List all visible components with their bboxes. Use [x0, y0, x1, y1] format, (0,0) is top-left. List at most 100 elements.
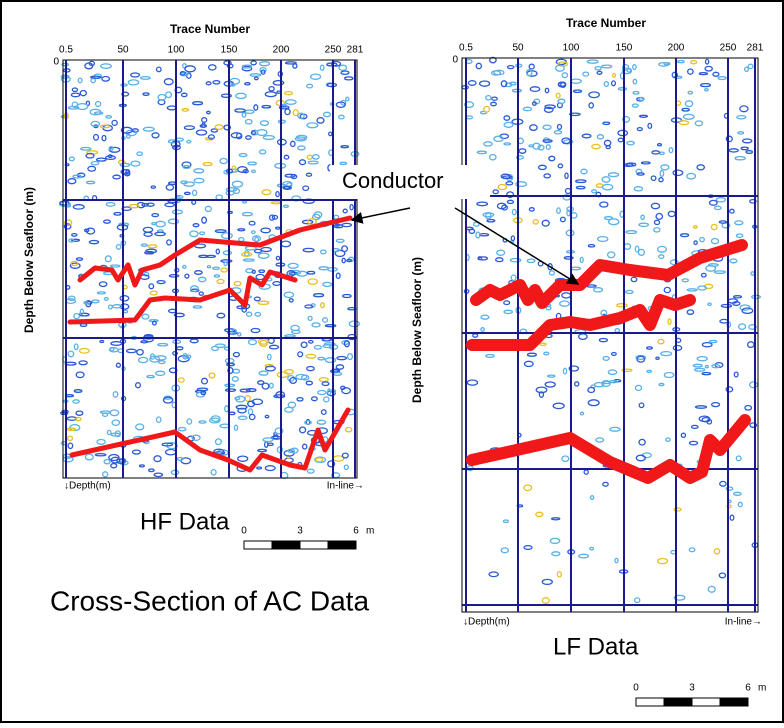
speckle	[254, 311, 262, 317]
speckle	[725, 135, 733, 143]
speckle	[718, 572, 727, 579]
speckle	[581, 133, 592, 139]
speckle	[607, 172, 620, 178]
speckle	[658, 177, 664, 183]
conductor-line	[466, 414, 751, 484]
speckle	[245, 311, 253, 317]
speckle	[257, 252, 270, 259]
speckle	[657, 338, 665, 345]
speckle	[136, 151, 143, 157]
speckle	[668, 146, 674, 154]
speckle	[621, 67, 633, 75]
speckle	[640, 214, 645, 221]
speckle	[710, 223, 718, 231]
speckle	[658, 382, 665, 387]
speckle	[596, 235, 609, 243]
speckle	[496, 249, 506, 256]
left-plot-frame	[62, 59, 358, 479]
speckle	[587, 399, 600, 407]
speckle	[96, 291, 106, 295]
speckle	[599, 201, 609, 208]
speckle	[617, 129, 629, 137]
speckle	[250, 327, 261, 334]
speckle	[547, 263, 553, 271]
speckle	[655, 212, 664, 220]
speckle	[557, 98, 566, 105]
speckle	[467, 80, 477, 86]
speckle	[242, 258, 255, 262]
speckle	[606, 251, 616, 259]
speckle	[726, 504, 732, 509]
speckle	[71, 232, 78, 237]
speckle	[260, 69, 266, 75]
speckle	[602, 380, 611, 385]
speckle	[220, 267, 229, 273]
speckle	[284, 99, 297, 105]
speckle	[556, 571, 562, 578]
speckle	[335, 101, 346, 108]
speckle	[611, 72, 617, 78]
speckle	[238, 152, 248, 158]
speckle	[556, 207, 561, 214]
speckle	[511, 88, 523, 93]
speckle	[528, 144, 535, 148]
speckle	[208, 372, 216, 379]
speckle	[90, 160, 100, 166]
speckle	[701, 371, 712, 376]
scale-label: 0	[241, 526, 247, 537]
speckle	[704, 58, 710, 65]
speckle	[478, 80, 491, 87]
speckle	[304, 304, 314, 309]
speckle	[148, 283, 155, 290]
speckle	[535, 386, 548, 394]
speckle	[214, 124, 224, 131]
speckle	[284, 108, 291, 116]
speckle	[596, 134, 605, 140]
speckle	[741, 307, 754, 315]
speckle	[250, 130, 256, 136]
x-tick-label: 250	[720, 43, 737, 54]
speckle	[319, 64, 325, 71]
speckle	[101, 471, 109, 478]
speckle	[241, 252, 253, 257]
speckle	[191, 189, 198, 197]
speckle	[339, 161, 348, 166]
speckle	[477, 256, 483, 261]
speckle	[314, 457, 324, 463]
speckle	[659, 170, 665, 177]
y-axis-title: Depth Below Seafloor (m)	[410, 257, 424, 403]
annotation-arrow	[350, 207, 411, 224]
speckle	[167, 139, 179, 144]
speckle	[698, 415, 711, 423]
speckle	[334, 223, 341, 227]
speckle	[151, 320, 157, 326]
speckle	[708, 199, 718, 206]
speckle	[70, 238, 81, 242]
scale-segment	[691, 697, 721, 707]
speckle	[287, 448, 296, 454]
speckle	[621, 63, 630, 71]
speckle	[341, 222, 353, 228]
speckle	[324, 357, 337, 364]
speckle	[289, 140, 296, 148]
speckle	[98, 281, 108, 288]
speckle	[251, 169, 256, 174]
speckle	[64, 219, 73, 227]
speckle	[600, 64, 613, 69]
speckle	[184, 273, 190, 279]
speckle	[73, 312, 80, 320]
speckle	[673, 507, 682, 512]
speckle	[715, 197, 727, 203]
speckle	[573, 381, 580, 387]
speckle	[237, 228, 246, 232]
x-axis-title: Trace Number	[170, 22, 250, 36]
speckle	[108, 347, 119, 353]
speckle	[625, 162, 637, 167]
speckle	[183, 125, 196, 131]
speckle	[725, 386, 734, 393]
speckle	[200, 390, 207, 396]
speckle	[609, 426, 621, 432]
speckle	[342, 293, 352, 299]
speckle	[341, 387, 352, 395]
